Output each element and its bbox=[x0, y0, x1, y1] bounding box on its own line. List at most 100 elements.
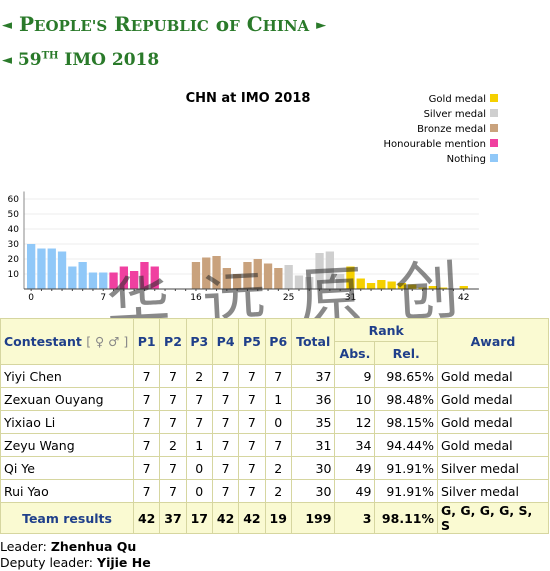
leader-line: Leader: Zhenhua Qu bbox=[0, 539, 137, 554]
chart-bar bbox=[233, 274, 242, 289]
chart-bar bbox=[68, 266, 77, 289]
chart-bar bbox=[274, 268, 283, 289]
chart-bar bbox=[243, 262, 252, 289]
results-chart: 10 20 30 40 50 60 0 7 16 25 31 42 CHN at IMO 2018 Gol… bbox=[8, 91, 498, 303]
chart-bar bbox=[346, 266, 355, 289]
chart-title: CHN at IMO 2018 bbox=[186, 91, 311, 106]
left-arrow-icon: ◄ bbox=[2, 18, 12, 33]
table-row: Qi Ye 7 7 0 7 7 2 30 49 91.91% Silver medal bbox=[0, 456, 549, 480]
score-p4: 7 bbox=[211, 479, 240, 503]
contestant-name[interactable]: Yiyi Chen bbox=[0, 364, 134, 388]
score-p2: 2 bbox=[159, 433, 187, 457]
chart-bar bbox=[418, 287, 427, 289]
col-contestant: Contestant [ ♀ ♂ ] bbox=[0, 318, 134, 365]
col-rank: Rank bbox=[334, 318, 438, 342]
col-award: Award bbox=[437, 318, 549, 365]
col-p6: P6 bbox=[264, 318, 292, 365]
legend-label: Bronze medal bbox=[417, 124, 486, 135]
chart-bar bbox=[150, 266, 159, 289]
team-awards: G, G, G, G, S, S bbox=[437, 502, 549, 534]
chart-bar bbox=[294, 275, 304, 289]
rank-rel: 98.48% bbox=[374, 387, 438, 411]
total-score: 36 bbox=[290, 387, 336, 411]
score-p1: 7 bbox=[132, 479, 161, 503]
contestant-name[interactable]: Yixiao Li bbox=[0, 410, 134, 434]
contestant-name[interactable]: Qi Ye bbox=[0, 456, 134, 480]
team-results-label: Team results bbox=[0, 502, 134, 534]
chart-bar bbox=[119, 266, 128, 289]
award: Silver medal bbox=[437, 479, 549, 503]
col-p3: P3 bbox=[185, 318, 213, 365]
rank-abs: 12 bbox=[334, 410, 376, 434]
legend-swatch bbox=[490, 139, 498, 147]
x-tick-label: 7 bbox=[100, 293, 106, 303]
score-p2: 7 bbox=[159, 410, 187, 434]
chart-bar bbox=[27, 244, 36, 289]
score-p1: 7 bbox=[132, 456, 161, 480]
chart-bar bbox=[191, 262, 201, 289]
score-p2: 7 bbox=[159, 456, 187, 480]
total-score: 35 bbox=[290, 410, 336, 434]
rank-abs: 9 bbox=[334, 364, 376, 388]
total-score: 37 bbox=[290, 364, 336, 388]
award: Gold medal bbox=[437, 410, 549, 434]
team-rank-rel: 98.11% bbox=[374, 502, 438, 534]
chart-bar bbox=[336, 274, 345, 289]
score-p6: 2 bbox=[264, 456, 292, 480]
score-p6: 7 bbox=[264, 364, 292, 388]
team-rank-abs: 3 bbox=[334, 502, 376, 534]
gender-icon[interactable]: [ ♀ ♂ ] bbox=[86, 334, 129, 349]
score-p3: 2 bbox=[185, 364, 213, 388]
results-table: Contestant [ ♀ ♂ ] P1 P2 P3 P4 P5 P6 Tot… bbox=[0, 318, 549, 534]
chart-bar bbox=[253, 259, 262, 289]
contestant-name[interactable]: Zexuan Ouyang bbox=[0, 387, 134, 411]
legend-swatch bbox=[490, 154, 498, 162]
chart-bar bbox=[263, 263, 273, 289]
leaders: Leader: Zhenhua Qu Deputy leader: Yijie … bbox=[0, 539, 151, 571]
chart-bar bbox=[459, 286, 468, 289]
contestant-name[interactable]: Rui Yao bbox=[0, 479, 134, 503]
x-tick-label: 16 bbox=[190, 293, 202, 303]
score-p3: 7 bbox=[185, 410, 213, 434]
score-p4: 7 bbox=[211, 387, 240, 411]
score-p1: 7 bbox=[132, 387, 161, 411]
chart-bar bbox=[397, 283, 407, 289]
score-p2: 7 bbox=[159, 479, 187, 503]
col-rank-abs: Abs. bbox=[334, 341, 376, 365]
chart-bar bbox=[140, 262, 149, 289]
chart-bar bbox=[130, 271, 139, 289]
deputy-name[interactable]: Yijie He bbox=[97, 555, 151, 570]
y-tick-label: 50 bbox=[8, 210, 20, 220]
leader-name[interactable]: Zhenhua Qu bbox=[50, 539, 137, 554]
x-tick-label: 42 bbox=[458, 293, 469, 303]
score-p6: 7 bbox=[264, 433, 292, 457]
right-arrow-icon: ► bbox=[316, 18, 327, 33]
chart-bar bbox=[99, 272, 108, 289]
table-row: Rui Yao 7 7 0 7 7 2 30 49 91.91% Silver medal bbox=[0, 479, 549, 503]
chart-bar bbox=[408, 284, 417, 289]
score-p1: 7 bbox=[132, 364, 161, 388]
col-p2: P2 bbox=[159, 318, 187, 365]
contestant-name[interactable]: Zeyu Wang bbox=[0, 433, 134, 457]
score-p4: 7 bbox=[211, 456, 240, 480]
legend-swatch bbox=[490, 94, 498, 102]
team-score-p3: 17 bbox=[185, 502, 213, 534]
rank-abs: 49 bbox=[334, 456, 376, 480]
rank-abs: 49 bbox=[334, 479, 376, 503]
rank-abs: 34 bbox=[334, 433, 376, 457]
chart-bar bbox=[315, 253, 324, 289]
chart-bar bbox=[212, 256, 221, 289]
legend-swatch bbox=[490, 124, 498, 132]
chart-bar bbox=[377, 280, 386, 289]
score-p6: 2 bbox=[264, 479, 292, 503]
chart-bar bbox=[222, 268, 231, 289]
y-tick-label: 60 bbox=[8, 195, 20, 205]
score-p3: 1 bbox=[185, 433, 213, 457]
rank-rel: 98.15% bbox=[374, 410, 438, 434]
score-p5: 7 bbox=[238, 410, 266, 434]
score-p5: 7 bbox=[238, 387, 266, 411]
country-title-text: PEOPLE'S REPUBLIC oF CHINA bbox=[18, 12, 310, 36]
score-p3: 0 bbox=[185, 456, 213, 480]
legend-label: Nothing bbox=[447, 154, 486, 165]
team-score-p1: 42 bbox=[132, 502, 161, 534]
